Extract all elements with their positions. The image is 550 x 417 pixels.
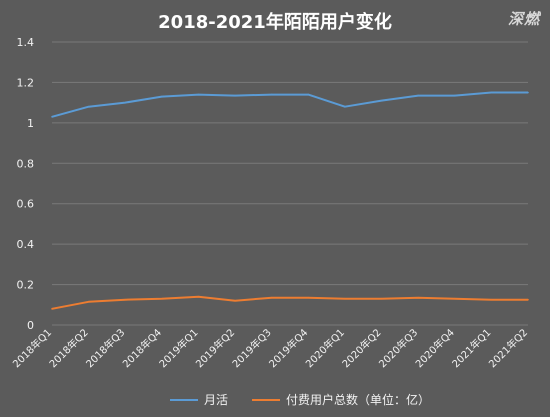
x-tick-label: 2018年Q3 — [83, 326, 127, 370]
y-tick-label: 0 — [27, 319, 34, 332]
data-point — [344, 105, 346, 108]
y-tick-label: 1.2 — [17, 76, 35, 89]
data-point — [344, 297, 346, 300]
x-tick-label: 2020年Q1 — [303, 326, 347, 370]
data-point — [527, 298, 529, 301]
data-point — [453, 94, 456, 97]
x-tick-label: 2019年Q2 — [193, 326, 237, 370]
data-point — [87, 105, 90, 108]
y-tick-label: 1.4 — [17, 36, 35, 49]
x-tick-label: 2019年Q4 — [266, 326, 310, 370]
x-tick-label: 2019年Q1 — [156, 326, 200, 370]
data-point — [270, 93, 273, 96]
legend-label: 月活 — [204, 393, 228, 407]
data-point — [307, 93, 310, 96]
legend-label: 付费用户总数（单位：亿） — [286, 392, 430, 407]
data-point — [490, 91, 493, 94]
y-tick-label: 0.4 — [17, 238, 35, 251]
data-point — [161, 297, 163, 300]
x-tick-label: 2020年Q2 — [339, 326, 383, 370]
data-point — [234, 299, 236, 302]
y-tick-label: 0.8 — [17, 157, 35, 170]
y-tick-label: 0.6 — [17, 198, 35, 211]
data-point — [380, 297, 383, 300]
data-point — [234, 94, 236, 97]
data-point — [490, 298, 493, 301]
data-point — [453, 297, 456, 300]
data-point — [124, 101, 127, 104]
data-point — [417, 296, 419, 299]
data-point — [417, 94, 419, 97]
x-tick-label: 2019年Q3 — [229, 326, 273, 370]
x-tick-label: 2018年Q1 — [10, 326, 54, 370]
x-tick-label: 2020年Q4 — [413, 326, 457, 370]
x-tick-label: 2021年Q1 — [449, 326, 493, 370]
y-tick-label: 0.2 — [17, 279, 35, 292]
data-point — [87, 300, 90, 303]
x-tick-label: 2021年Q2 — [486, 326, 530, 370]
data-point — [124, 298, 127, 301]
data-point — [197, 295, 200, 298]
series-line-2 — [51, 295, 528, 310]
data-point — [51, 308, 53, 310]
y-tick-label: 1 — [27, 117, 34, 130]
series-line-1 — [51, 91, 528, 118]
data-point — [51, 115, 53, 118]
data-point — [527, 91, 529, 94]
chart-title: 2018-2021年陌陌用户变化 — [158, 12, 392, 33]
data-point — [380, 99, 383, 102]
data-point — [270, 296, 273, 299]
data-point — [197, 93, 200, 96]
x-tick-label: 2018年Q4 — [120, 326, 164, 370]
x-tick-label: 2018年Q2 — [46, 326, 90, 370]
data-point — [161, 95, 163, 98]
data-point — [307, 296, 310, 299]
x-tick-label: 2020年Q3 — [376, 326, 420, 370]
watermark-logo: 深燃 — [507, 10, 540, 28]
